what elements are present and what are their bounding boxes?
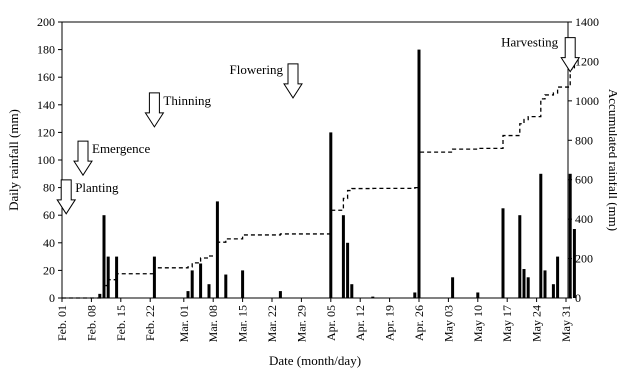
rainfall-bar	[241, 270, 245, 298]
rainfall-bar	[568, 173, 572, 298]
rainfall-bar	[224, 274, 228, 298]
stage-arrow-icon	[144, 92, 165, 128]
rainfall-bar	[106, 256, 110, 298]
stage-arrow-icon	[73, 140, 93, 177]
growth-stage-annotations: Planting Emergence Thinning Flowering Harves…	[56, 35, 581, 215]
rainfall-bar	[556, 256, 560, 298]
right-axis-ticks: 0 200 400 600 800 1000 1200 1400	[568, 15, 599, 305]
left-tick-label: 140	[37, 98, 55, 112]
x-tick-label: Mar. 15	[236, 305, 250, 342]
x-tick-label: Mar. 01	[177, 305, 191, 342]
stage-label: Planting	[75, 180, 119, 195]
right-tick-label: 800	[575, 133, 593, 147]
x-tick-label: Feb. 15	[114, 305, 128, 341]
left-tick-label: 200	[37, 15, 55, 29]
rainfall-bar	[341, 215, 345, 298]
rainfall-bar	[522, 269, 526, 298]
stage-arrow-icon	[283, 63, 303, 99]
rainfall-bar	[476, 292, 480, 298]
right-tick-label: 1400	[575, 15, 599, 29]
right-tick-label: 600	[575, 173, 593, 187]
rainfall-bar	[190, 270, 194, 298]
daily-rainfall-bars	[98, 49, 576, 298]
left-tick-label: 180	[37, 43, 55, 57]
rainfall-bar	[539, 173, 543, 298]
y-axis-right-title: Accumulated rainfall (mm)	[606, 89, 617, 231]
left-tick-label: 160	[37, 70, 55, 84]
stage-label: Harvesting	[501, 35, 559, 50]
rainfall-bar	[199, 263, 203, 298]
stage-arrow-icon	[560, 37, 581, 73]
rainfall-bar	[186, 291, 190, 298]
stage-label: Thinning	[163, 93, 211, 108]
x-tick-label: May 17	[500, 305, 514, 342]
rainfall-bar	[413, 292, 417, 298]
left-tick-label: 40	[43, 236, 55, 250]
x-tick-label: Apr. 26	[412, 305, 426, 341]
rainfall-bar	[551, 284, 555, 298]
rainfall-bar	[572, 229, 576, 298]
left-tick-label: 0	[49, 291, 55, 305]
rainfall-bar	[543, 270, 547, 298]
right-tick-label: 400	[575, 212, 593, 226]
rainfall-bar	[152, 256, 156, 298]
rainfall-bar	[278, 291, 282, 298]
rainfall-bar	[417, 49, 421, 298]
left-tick-label: 60	[43, 208, 55, 222]
x-axis-title: Date (month/day)	[269, 353, 361, 368]
x-tick-label: Feb. 01	[55, 305, 69, 341]
rainfall-bar	[501, 208, 505, 298]
plot-frame	[61, 21, 569, 299]
left-axis-ticks: 0 20 40 60 80 100 120 140 160 180 200	[37, 15, 62, 305]
stage-label: Flowering	[230, 62, 284, 77]
x-tick-label: Mar. 22	[265, 305, 279, 342]
rainfall-bar	[115, 256, 119, 298]
x-tick-label: Apr. 05	[324, 305, 338, 341]
x-tick-label: May 31	[559, 305, 573, 342]
x-tick-label: May 03	[441, 305, 455, 342]
accumulated-rainfall-path	[62, 59, 576, 299]
stage-arrow-icon	[56, 179, 77, 215]
x-tick-label: Apr. 12	[353, 305, 367, 341]
x-tick-label: Mar. 29	[294, 305, 308, 342]
rainfall-bar	[350, 284, 354, 298]
x-tick-label: May 24	[530, 305, 544, 342]
x-tick-label: Feb. 08	[84, 305, 98, 341]
y-axis-left-title: Daily rainfall (mm)	[6, 109, 21, 211]
left-tick-label: 100	[37, 153, 55, 167]
left-tick-label: 80	[43, 181, 55, 195]
rainfall-bar	[371, 296, 375, 298]
x-tick-label: May 10	[471, 305, 485, 342]
rainfall-bar	[207, 284, 211, 298]
rainfall-bar	[102, 215, 106, 298]
rainfall-bar	[518, 215, 522, 298]
rainfall-bar	[346, 242, 350, 298]
x-tick-label: Feb. 22	[143, 305, 157, 341]
accumulated-rainfall-line	[62, 59, 576, 299]
x-tick-label: Apr. 19	[383, 305, 397, 341]
right-tick-label: 0	[575, 291, 581, 305]
x-axis-ticks: Feb. 01 Feb. 08 Feb. 15 Feb. 22 Mar. 01 Mar. …	[55, 298, 573, 342]
rainfall-bar	[451, 277, 455, 298]
stage-label: Emergence	[92, 141, 150, 156]
right-tick-label: 1200	[575, 54, 599, 68]
right-tick-label: 200	[575, 252, 593, 266]
left-tick-label: 120	[37, 125, 55, 139]
rainfall-bar	[526, 277, 530, 298]
right-tick-label: 1000	[575, 94, 599, 108]
left-tick-label: 20	[43, 263, 55, 277]
x-tick-label: Mar. 08	[206, 305, 220, 342]
rainfall-bar	[98, 293, 102, 298]
